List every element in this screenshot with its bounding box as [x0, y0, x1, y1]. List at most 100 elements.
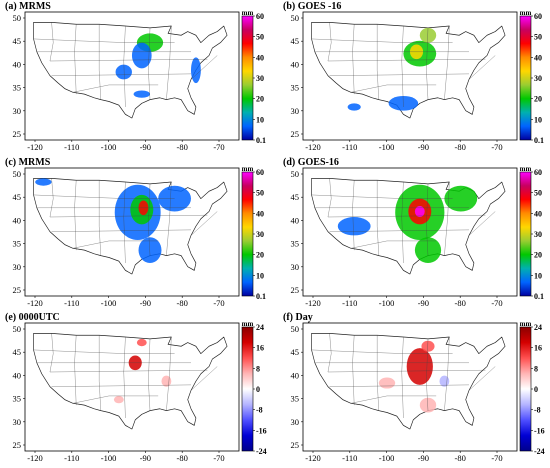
- colorbar-tick-label: 0: [256, 385, 260, 394]
- colorbar-unit: mm: [520, 320, 532, 328]
- map-area: [311, 21, 506, 119]
- map-area: [33, 177, 228, 275]
- panel-title: (e) 0000UTC: [5, 312, 60, 323]
- y-tick-label: 35: [13, 83, 22, 93]
- colorbar-tick-label: 30: [256, 230, 264, 239]
- y-tick-label: 25: [13, 440, 22, 450]
- colorbar-tick-label: 40: [534, 209, 542, 218]
- colorbar-tick-label: -8: [256, 406, 263, 415]
- y-tick-label: 40: [13, 59, 22, 69]
- y-tick-label: 40: [13, 370, 22, 380]
- panel-b: (b) GOES -16 -120 -110 -100 -90 -80 -70 50 45 40 3…: [283, 1, 544, 152]
- x-tick-label: -120: [27, 142, 43, 152]
- colorbar-unit: mm: [520, 165, 532, 173]
- precip-field: [419, 397, 437, 413]
- colorbar-tick-label: 60: [256, 12, 264, 21]
- map-area: [33, 21, 228, 119]
- precip-field: [414, 237, 442, 263]
- precip-field: [406, 348, 433, 385]
- colorbar-tick-label: 50: [256, 189, 264, 198]
- colorbar-tick-label: 0.1: [534, 292, 544, 301]
- map-area: [33, 332, 228, 430]
- x-tick-label: -110: [342, 142, 357, 152]
- x-tick-label: -70: [213, 453, 224, 463]
- panel-title: (a) MRMS: [5, 1, 51, 12]
- x-tick-label: -90: [140, 453, 151, 463]
- precip-field: [161, 375, 172, 387]
- x-tick-label: -100: [379, 298, 395, 308]
- colorbar-tick-label: 60: [534, 168, 542, 177]
- colorbar-tick-label: 50: [256, 33, 264, 42]
- x-tick-label: -80: [455, 142, 466, 152]
- x-tick-label: -120: [27, 298, 43, 308]
- colorbar-tick-label: -16: [256, 426, 267, 435]
- y-tick-label: 35: [291, 394, 300, 404]
- colorbar-tick-label: 40: [256, 209, 264, 218]
- x-tick-label: -120: [305, 453, 321, 463]
- y-tick-label: 30: [13, 262, 22, 272]
- y-tick-label: 25: [291, 129, 300, 139]
- colorbar-tick-label: 20: [256, 95, 264, 104]
- precip-field: [138, 237, 162, 263]
- panel-d: (d) GOES-16 -120 -110 -100 -90 -80 -70 50 45 40 35…: [283, 157, 544, 308]
- x-tick-label: -100: [101, 453, 117, 463]
- x-tick-label: -80: [177, 298, 188, 308]
- precip-field: [113, 395, 124, 404]
- colorbar-tick-label: 10: [256, 115, 264, 124]
- y-tick-label: 35: [291, 239, 300, 249]
- panel-title: (b) GOES -16: [283, 1, 341, 12]
- colorbar-tick-label: 20: [256, 251, 264, 260]
- colorbar-tick-label: 30: [534, 230, 542, 239]
- panel-f: (f) Day-120 -110 -100 -90 -80 -70504540353025…: [283, 312, 545, 463]
- colorbar-tick-label: 60: [534, 12, 542, 21]
- precip-field: [136, 338, 147, 347]
- x-tick-label: -100: [101, 142, 117, 152]
- y-tick-label: 50: [13, 169, 22, 179]
- precip-field: [133, 90, 150, 98]
- y-tick-label: 50: [13, 13, 22, 23]
- x-tick-label: -90: [418, 142, 429, 152]
- y-tick-label: 25: [291, 440, 300, 450]
- x-tick-label: -90: [140, 142, 151, 152]
- x-tick-label: -80: [455, 453, 466, 463]
- colorbar-unit: mm: [242, 9, 254, 17]
- y-tick-label: 45: [13, 36, 22, 46]
- colorbar-unit: mm: [520, 9, 532, 17]
- colorbar: [241, 15, 254, 141]
- y-tick-label: 30: [291, 417, 300, 427]
- precip-field: [439, 375, 450, 387]
- precip-field: [35, 178, 52, 186]
- x-tick-label: -90: [140, 298, 151, 308]
- precip-field: [419, 27, 437, 43]
- map-area: [311, 332, 506, 430]
- y-tick-label: 30: [291, 106, 300, 116]
- colorbar-tick-label: 0: [534, 385, 538, 394]
- precip-field: [131, 42, 152, 69]
- precip-field: [421, 340, 435, 352]
- colorbar-tick-label: -24: [534, 447, 545, 456]
- y-tick-label: 30: [291, 262, 300, 272]
- colorbar-tick-label: 0.1: [256, 292, 266, 301]
- colorbar-unit: mm: [242, 320, 254, 328]
- x-tick-label: -100: [101, 298, 117, 308]
- colorbar-tick-label: 50: [534, 33, 542, 42]
- colorbar-tick-label: 30: [256, 74, 264, 83]
- map-area: [311, 177, 506, 275]
- colorbar-tick-label: 16: [534, 344, 542, 353]
- y-tick-label: 50: [13, 324, 22, 334]
- y-tick-label: 45: [291, 36, 300, 46]
- y-tick-label: 30: [13, 106, 22, 116]
- precip-field: [414, 205, 425, 217]
- x-tick-label: -110: [64, 453, 79, 463]
- y-tick-label: 25: [13, 129, 22, 139]
- x-tick-label: -110: [342, 453, 357, 463]
- precip-field: [191, 57, 201, 84]
- colorbar-tick-label: 8: [534, 364, 538, 373]
- x-tick-label: -120: [305, 142, 321, 152]
- y-tick-label: 35: [291, 83, 300, 93]
- y-tick-label: 45: [13, 192, 22, 202]
- x-tick-label: -80: [177, 453, 188, 463]
- y-tick-label: 25: [13, 285, 22, 295]
- panel-title: (d) GOES-16: [283, 157, 339, 168]
